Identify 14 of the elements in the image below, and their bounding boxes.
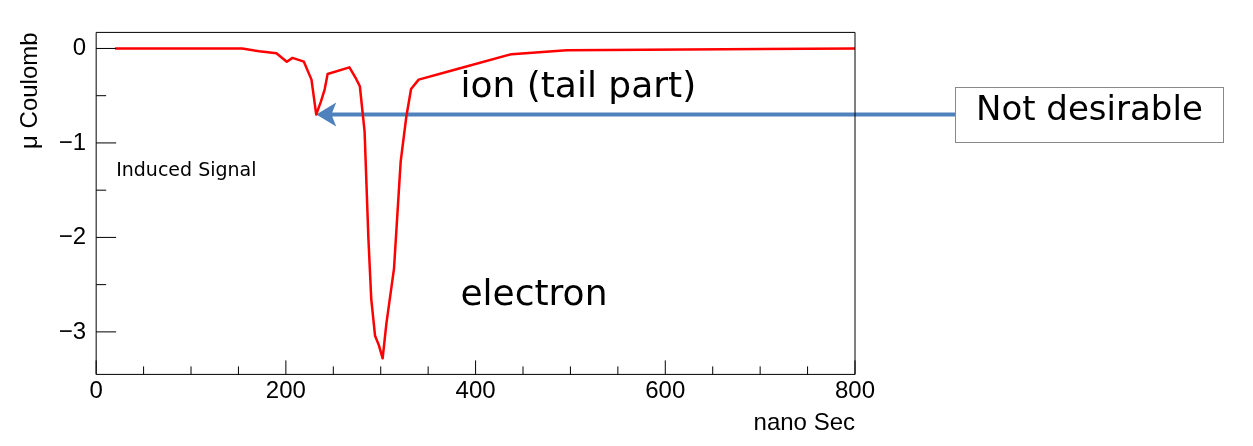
x-tick-label: 200 bbox=[265, 376, 306, 404]
annotation: ion (tail part) bbox=[460, 64, 697, 106]
y-tick-label: −1 bbox=[58, 127, 87, 155]
x-tick-label: 800 bbox=[834, 376, 876, 404]
x-tick-label: 400 bbox=[455, 376, 496, 404]
x-axis-title: nano Sec bbox=[753, 408, 855, 436]
x-tick-label: 600 bbox=[645, 376, 686, 404]
annotation: electron bbox=[460, 272, 608, 314]
y-tick-label: −2 bbox=[58, 222, 87, 250]
annotation: Induced Signal bbox=[116, 158, 257, 181]
text: Not desirable bbox=[955, 86, 1224, 143]
y-tick-label: −3 bbox=[58, 316, 87, 344]
y-tick-label: 0 bbox=[72, 33, 87, 61]
y-axis-title: μ Coulomb bbox=[15, 32, 43, 149]
